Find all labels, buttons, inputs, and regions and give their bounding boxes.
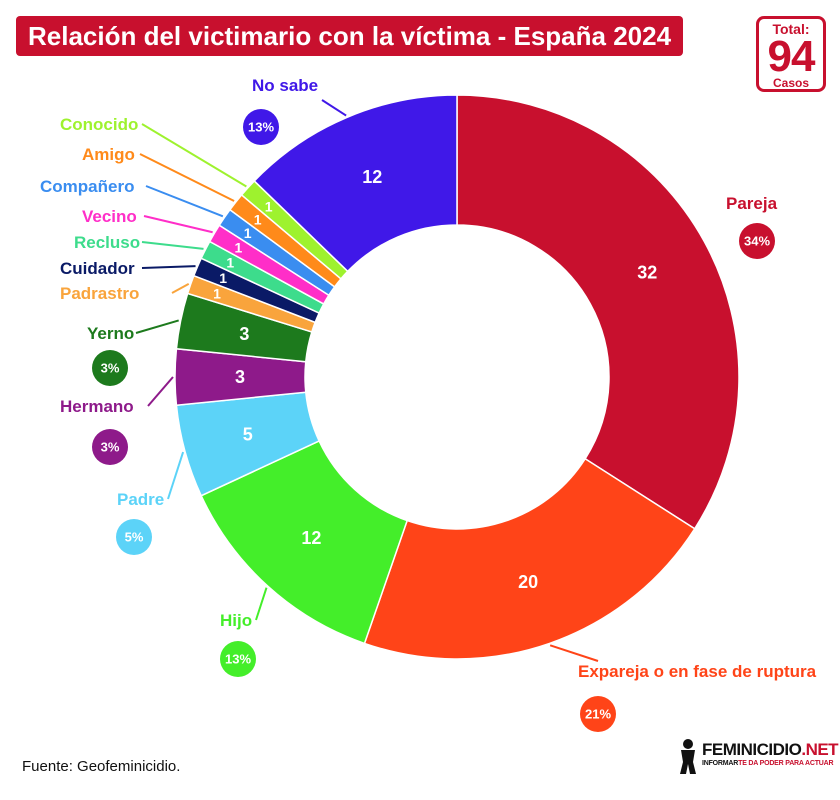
value-label-no-sabe: 12 [362, 167, 382, 187]
percent-label-hijo: 13% [225, 652, 251, 667]
category-label-expareja-o-en-fase-de-ruptura: Expareja o en fase de ruptura [578, 662, 817, 681]
percent-badge-yerno [92, 350, 128, 386]
leader-line-vecino [143, 215, 213, 234]
percent-label-pareja: 34% [744, 234, 770, 249]
leader-line-padre [167, 451, 185, 500]
value-label-cuidador: 1 [219, 270, 227, 286]
feminicidio-logo: FEMINICIDIO.NET INFORMARTE DA PODER PARA… [674, 734, 839, 778]
value-label-yerno: 3 [239, 324, 249, 344]
leader-line-expareja-o-en-fase-de-ruptura [549, 644, 599, 662]
leader-line-cuidador [141, 265, 196, 269]
slice-pareja [456, 94, 740, 530]
value-label-padrastro: 1 [213, 286, 221, 302]
leader-line-padrastro [171, 282, 190, 294]
leader-line-hijo [255, 587, 268, 621]
leader-line-hermano [147, 376, 174, 407]
percent-label-no-sabe: 13% [248, 120, 274, 135]
logo-brand: FEMINICIDIO.NET [702, 740, 839, 759]
percent-badge-pareja [739, 223, 775, 259]
percent-badge-hijo [220, 641, 256, 677]
chart-title: Relación del victimario con la víctima -… [16, 16, 684, 56]
source-note: Fuente: Geofeminicidio. [22, 758, 181, 775]
value-label-conocido: 1 [265, 199, 273, 215]
total-unit: Casos [772, 76, 810, 90]
category-label-yerno: Yerno [87, 324, 134, 343]
leader-line-yerno [135, 319, 179, 334]
value-label-vecino: 1 [235, 240, 243, 256]
category-label-conocido: Conocido [60, 115, 138, 134]
category-label-padre: Padre [117, 490, 164, 509]
category-label-hermano: Hermano [60, 397, 134, 416]
woman-silhouette-icon [680, 739, 696, 774]
value-label-hijo: 12 [301, 528, 321, 548]
category-label-cuidador: Cuidador [60, 259, 135, 278]
leader-line-companero [145, 185, 224, 218]
leader-line-conocido [141, 123, 247, 188]
percent-label-yerno: 3% [101, 361, 120, 376]
value-label-hermano: 3 [235, 367, 245, 387]
category-label-companero: Compañero [40, 177, 134, 196]
logo-tagline: INFORMARTE DA PODER PARA ACTUAR [702, 760, 834, 767]
slice-expareja-o-en-fase-de-ruptura [363, 457, 696, 660]
category-label-hijo: Hijo [220, 611, 252, 630]
value-label-recluso: 1 [226, 254, 234, 270]
slice-hijo [200, 439, 409, 645]
category-label-amigo: Amigo [82, 145, 135, 164]
value-label-amigo: 1 [254, 212, 262, 228]
value-label-padre: 5 [243, 424, 253, 444]
total-value: 94 [767, 32, 816, 81]
percent-label-hermano: 3% [101, 440, 120, 455]
total-label: Total: [772, 21, 810, 37]
value-label-expareja-o-en-fase-de-ruptura: 20 [518, 572, 538, 592]
category-label-recluso: Recluso [74, 233, 140, 252]
category-label-padrastro: Padrastro [60, 284, 139, 303]
category-label-no-sabe: No sabe [252, 76, 318, 95]
percent-label-padre: 5% [125, 530, 144, 545]
percent-label-expareja-o-en-fase-de-ruptura: 21% [585, 707, 611, 722]
leader-line-recluso [141, 241, 204, 250]
percent-badge-hermano [92, 429, 128, 465]
value-label-pareja: 32 [637, 263, 657, 283]
leader-line-amigo [139, 153, 235, 202]
total-badge: Total: 94 Casos [756, 16, 826, 92]
value-label-companero: 1 [244, 225, 252, 241]
slice-no-sabe [253, 94, 458, 273]
percent-badge-no-sabe [243, 109, 279, 145]
category-label-vecino: Vecino [82, 207, 137, 226]
percent-badge-padre [116, 519, 152, 555]
leader-line-no-sabe [321, 99, 347, 117]
category-label-pareja: Pareja [726, 194, 778, 213]
percent-badge-expareja-o-en-fase-de-ruptura [580, 696, 616, 732]
